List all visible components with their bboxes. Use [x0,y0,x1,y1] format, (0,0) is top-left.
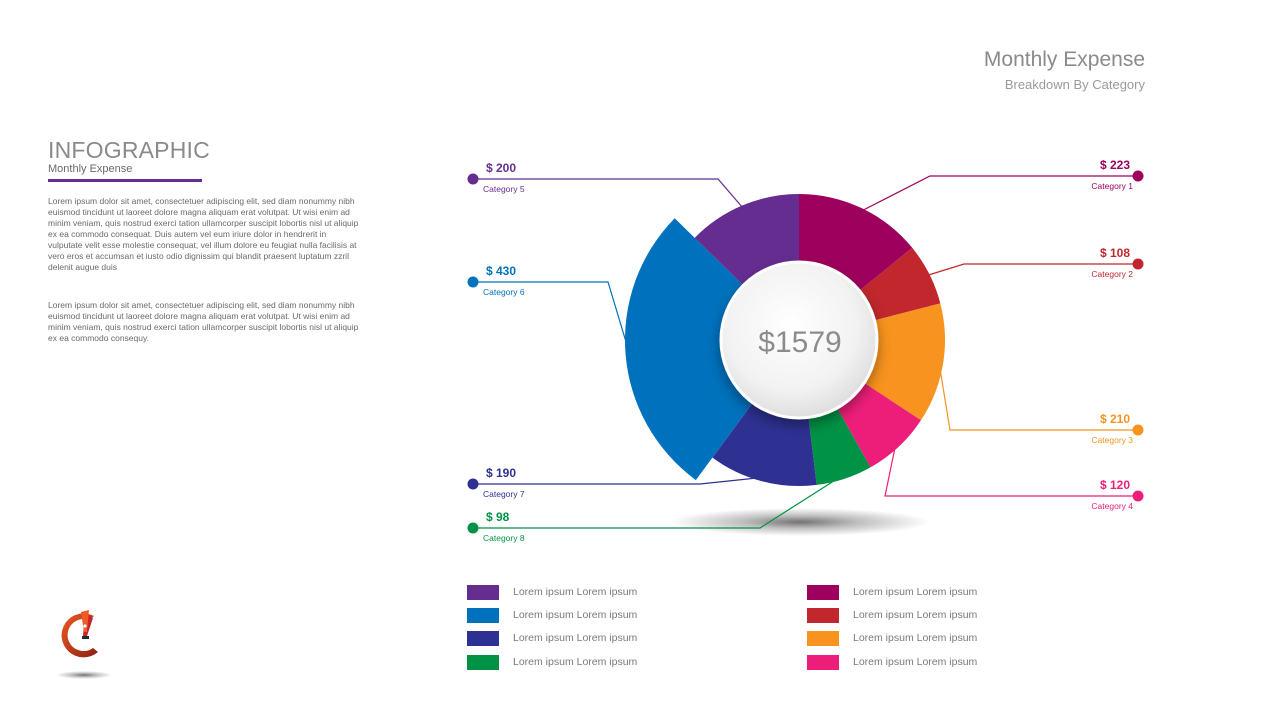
data-label-value: $ 98 [486,510,510,524]
leader-line [473,476,764,485]
data-label-value: $ 200 [486,161,516,175]
chart-title: Monthly Expense [983,48,1145,71]
leader-dot [467,173,479,185]
legend-label: Lorem ipsum Lorem ipsum [513,609,638,621]
title-block: Monthly Expense Breakdown By Category [984,48,1145,92]
data-label-value: $ 430 [486,264,516,278]
intro-paragraph-1: Lorem ipsum dolor sit amet, consectetuer… [48,196,359,272]
data-label-category: Category 6 [483,287,525,297]
leader-dot [467,522,479,534]
leader-line [859,175,1138,213]
leader-dot [1132,424,1144,436]
legend-swatch [807,654,839,670]
legend-swatch [467,654,499,670]
legend-swatch [807,630,839,646]
data-label-value: $ 120 [1100,478,1130,492]
legend-label: Lorem ipsum Lorem ipsum [513,586,638,598]
legend-item: Lorem ipsum Lorem ipsum [467,607,637,623]
total-value: $1579 [758,326,841,359]
legend-swatch [467,607,499,623]
legend-swatch [807,584,839,600]
legend-label: Lorem ipsum Lorem ipsum [513,632,638,644]
data-label-value: $ 190 [486,466,516,480]
donut-slice-category-8 [807,399,871,485]
leader-dot [467,276,479,288]
heading-underline [48,179,202,182]
intro-paragraph-2: Lorem ipsum dolor sit amet, consectetuer… [48,300,359,343]
data-label-category: Category 8 [483,533,525,543]
donut-slice-category-4 [832,377,921,468]
legend-item: Lorem ipsum Lorem ipsum [807,654,977,670]
data-label-category: Category 3 [1091,435,1133,445]
legend-label: Lorem ipsum Lorem ipsum [853,609,978,621]
chart-floor-shadow [670,508,930,536]
legend-item: Lorem ipsum Lorem ipsum [807,630,977,646]
legend-label: Lorem ipsum Lorem ipsum [513,656,638,668]
data-label-category: Category 4 [1091,501,1133,511]
leader-dot [1132,258,1144,270]
legend-label: Lorem ipsum Lorem ipsum [853,632,978,644]
chart-subtitle: Breakdown By Category [1004,77,1145,92]
donut-slice-category-6 [624,218,759,481]
legend-item: Lorem ipsum Lorem ipsum [467,654,637,670]
leader-line [473,178,745,210]
data-label-value: $ 108 [1100,246,1130,260]
legend-item: Lorem ipsum Lorem ipsum [807,607,977,623]
legend-label: Lorem ipsum Lorem ipsum [853,586,978,598]
leader-line [473,281,631,354]
legend-swatch [807,607,839,623]
donut-slice-category-2 [851,247,941,323]
leader-dot [467,478,479,490]
data-label-category: Category 1 [1091,181,1133,191]
data-label-value: $ 210 [1100,412,1130,426]
leader-line [473,474,844,529]
leader-dot [1132,490,1144,502]
legend-item: Lorem ipsum Lorem ipsum [467,584,637,600]
legend-item: Lorem ipsum Lorem ipsum [807,584,977,600]
leader-dot [1132,170,1144,182]
leader-line [884,443,1138,497]
data-label-category: Category 7 [483,489,525,499]
logo-pen-icon [61,610,98,658]
legend-item: Lorem ipsum Lorem ipsum [467,630,637,646]
legend-swatch [467,584,499,600]
data-label-category: Category 2 [1091,269,1133,279]
intro-heading: INFOGRAPHIC [48,137,210,163]
data-label-category: Category 5 [483,184,525,194]
data-label-value: $ 223 [1100,158,1130,172]
legend-swatch [467,630,499,646]
donut-center-disc [719,260,879,420]
legend-label: Lorem ipsum Lorem ipsum [853,656,978,668]
leader-line [938,363,1138,431]
intro-subheading: Monthly Expense [48,163,133,175]
logo-shadow [56,671,112,679]
leader-line [925,263,1138,277]
intro-block: INFOGRAPHIC Monthly Expense Lorem ipsum … [48,137,360,344]
